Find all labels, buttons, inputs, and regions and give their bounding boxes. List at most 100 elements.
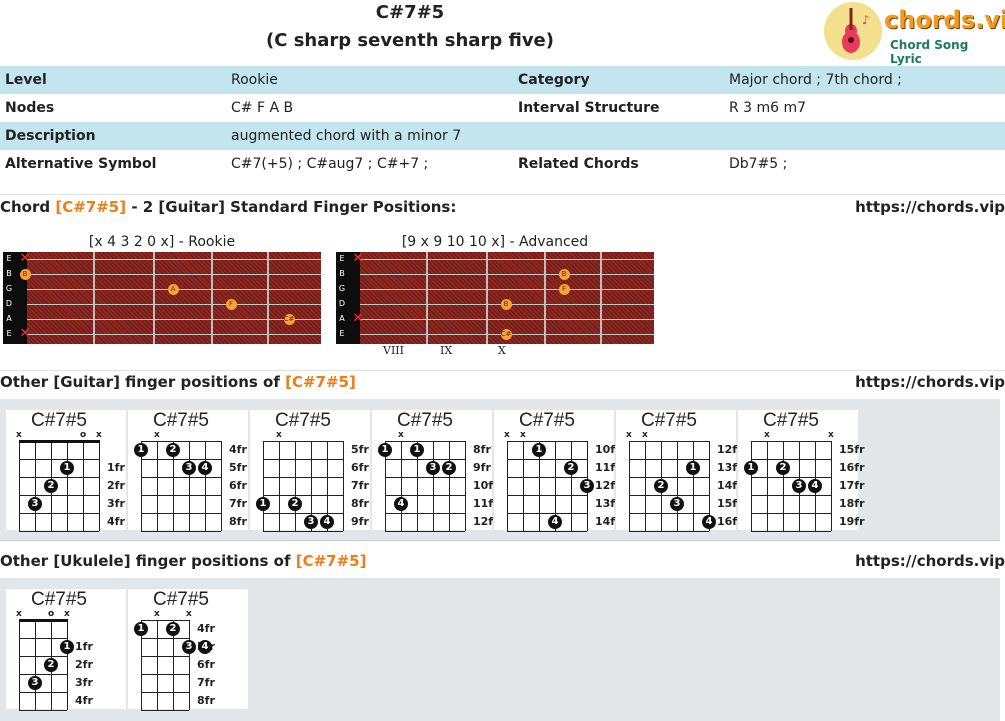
fret-label: 8fr (197, 694, 215, 707)
chord-card[interactable]: C#7#5xx4fr5fr6fr7fr8fr1234 (128, 589, 248, 711)
muted-string-icon: x (504, 430, 510, 440)
fretboard-nut (3, 252, 27, 344)
chord-card-title: C#7#5 (519, 410, 575, 431)
finger-dot: 1 (134, 443, 148, 457)
muted-string-icon: x (96, 430, 102, 440)
grid-string (35, 620, 36, 710)
fret-label: 13fr (595, 497, 621, 510)
chord-card[interactable]: C#7#5 x x 15fr 16fr 17fr 18fr 19fr 1 2 3 4 (738, 410, 865, 532)
note-dot: A (167, 283, 179, 295)
grid-fret (629, 459, 709, 460)
string-label: D (5, 299, 13, 308)
fret-label: 2fr (107, 479, 125, 492)
site-url[interactable]: https://chords.vip (855, 552, 1005, 570)
muted-string-icon: x (828, 430, 834, 440)
grid-fret (507, 513, 587, 514)
fretboard: E B G D A E ✕ B F B ✕ C# (336, 252, 654, 344)
grid-fret (141, 656, 189, 657)
fret-label: 7fr (197, 676, 215, 689)
chord-card[interactable]: C#7#5 x 8fr 9fr 10fr 11fr 12fr 1 1 3 2 4 (372, 410, 499, 532)
grid-fret (385, 495, 465, 496)
fret-label: 4fr (229, 443, 247, 456)
fret-label: 6fr (197, 658, 215, 671)
finger-dot: 1 (686, 461, 700, 475)
fret-label: 10fr (473, 479, 499, 492)
fretboard-nut (336, 252, 360, 344)
grid-nut (19, 440, 100, 443)
fret-wire (267, 252, 269, 344)
grid-nut (19, 619, 68, 622)
chord-card-title: C#7#5 (153, 589, 209, 610)
fret-label: 11fr (473, 497, 499, 510)
chord-card[interactable]: C#7#5 x x 12fr 13fr 14fr 15fr 16fr 1 2 3 4 (616, 410, 743, 532)
grid-fret (19, 459, 99, 460)
chord-card[interactable]: C#7#5 x 4fr 5fr 6fr 7fr 8fr 1 2 3 4 (128, 410, 248, 532)
related-chords-link[interactable]: Db7#5 ; (729, 156, 788, 172)
string-line (360, 274, 654, 275)
site-url[interactable]: https://chords.vip (855, 373, 1005, 391)
grid-string (693, 441, 694, 531)
chord-grid (19, 440, 100, 532)
info-label: Level (0, 66, 226, 94)
string-line (27, 319, 321, 320)
string-line (27, 304, 321, 305)
info-row: Alternative Symbol C#7(+5) ; C#aug7 ; C#… (0, 150, 1005, 178)
grid-fret (19, 531, 99, 532)
grid-string (173, 441, 174, 531)
info-value: C#7(+5) ; C#aug7 ; C#+7 ; (231, 156, 429, 172)
chord-card[interactable]: C#7#5 x o x 1fr 2fr 3fr 4fr 1 2 3 (6, 589, 126, 711)
chord-card-title: C#7#5 (275, 410, 331, 431)
grid-fret (141, 638, 189, 639)
finger-dot: 4 (702, 515, 716, 529)
muted-string-icon: x (276, 430, 282, 440)
chord-card-title: C#7#5 (31, 410, 87, 431)
fret-label: 9fr (351, 515, 369, 528)
grid-string (141, 441, 142, 531)
chord-card[interactable]: C#7#5 x x 10fr 11fr 12fr 13fr 14fr 1 2 3 4 (494, 410, 621, 532)
string-line (360, 259, 654, 260)
info-value: Major chord ; 7th chord ; (724, 66, 1005, 94)
chord-card[interactable]: C#7#5 x 5fr 6fr 7fr 8fr 9fr 1 2 3 4 (250, 410, 370, 532)
grid-string (677, 441, 678, 531)
string-line (27, 274, 321, 275)
finger-dot: 1 (410, 443, 424, 457)
grid-fret (19, 495, 99, 496)
grid-fret (751, 459, 831, 460)
grid-fret (385, 459, 465, 460)
fret-label: 5fr (229, 461, 247, 474)
fret-label: 8fr (473, 443, 491, 456)
finger-dot: 3 (426, 461, 440, 475)
chord-card-title: C#7#5 (31, 589, 87, 610)
finger-dot: 3 (304, 515, 318, 529)
grid-string (221, 441, 222, 531)
logo-text: chords.vip (884, 6, 1005, 34)
fret-wire (486, 252, 488, 344)
finger-dot: 2 (44, 658, 58, 672)
grid-string (99, 441, 100, 531)
site-url[interactable]: https://chords.vip (855, 198, 1005, 216)
grid-string (157, 620, 158, 710)
string-line (360, 289, 654, 290)
muted-string-icon: ✕ (19, 252, 31, 266)
grid-string (19, 441, 20, 531)
grid-fret (507, 441, 587, 442)
chord-name-highlight: [C#7#5] (285, 373, 356, 391)
finger-dot: 3 (182, 640, 196, 654)
string-line (27, 334, 321, 335)
site-logo[interactable]: ♪ chords.vip Chord Song Lyric (824, 2, 1005, 66)
muted-string-icon: x (626, 430, 632, 440)
fret-number: IX (440, 344, 453, 357)
grid-string (629, 441, 630, 531)
grid-fret (19, 656, 67, 657)
chord-card[interactable]: C#7#5 x o x 1fr 2fr 3fr 4fr 1 2 3 (6, 410, 126, 532)
grid-string (465, 441, 466, 531)
finger-dot: 4 (394, 497, 408, 511)
grid-fret (751, 513, 831, 514)
string-label: A (339, 314, 345, 323)
fret-label: 3fr (107, 497, 125, 510)
fret-label: 8fr (351, 497, 369, 510)
string-label: G (5, 284, 13, 293)
finger-dot: 1 (134, 622, 148, 636)
fret-label: 18fr (839, 497, 865, 510)
info-label: Related Chords (518, 156, 639, 172)
